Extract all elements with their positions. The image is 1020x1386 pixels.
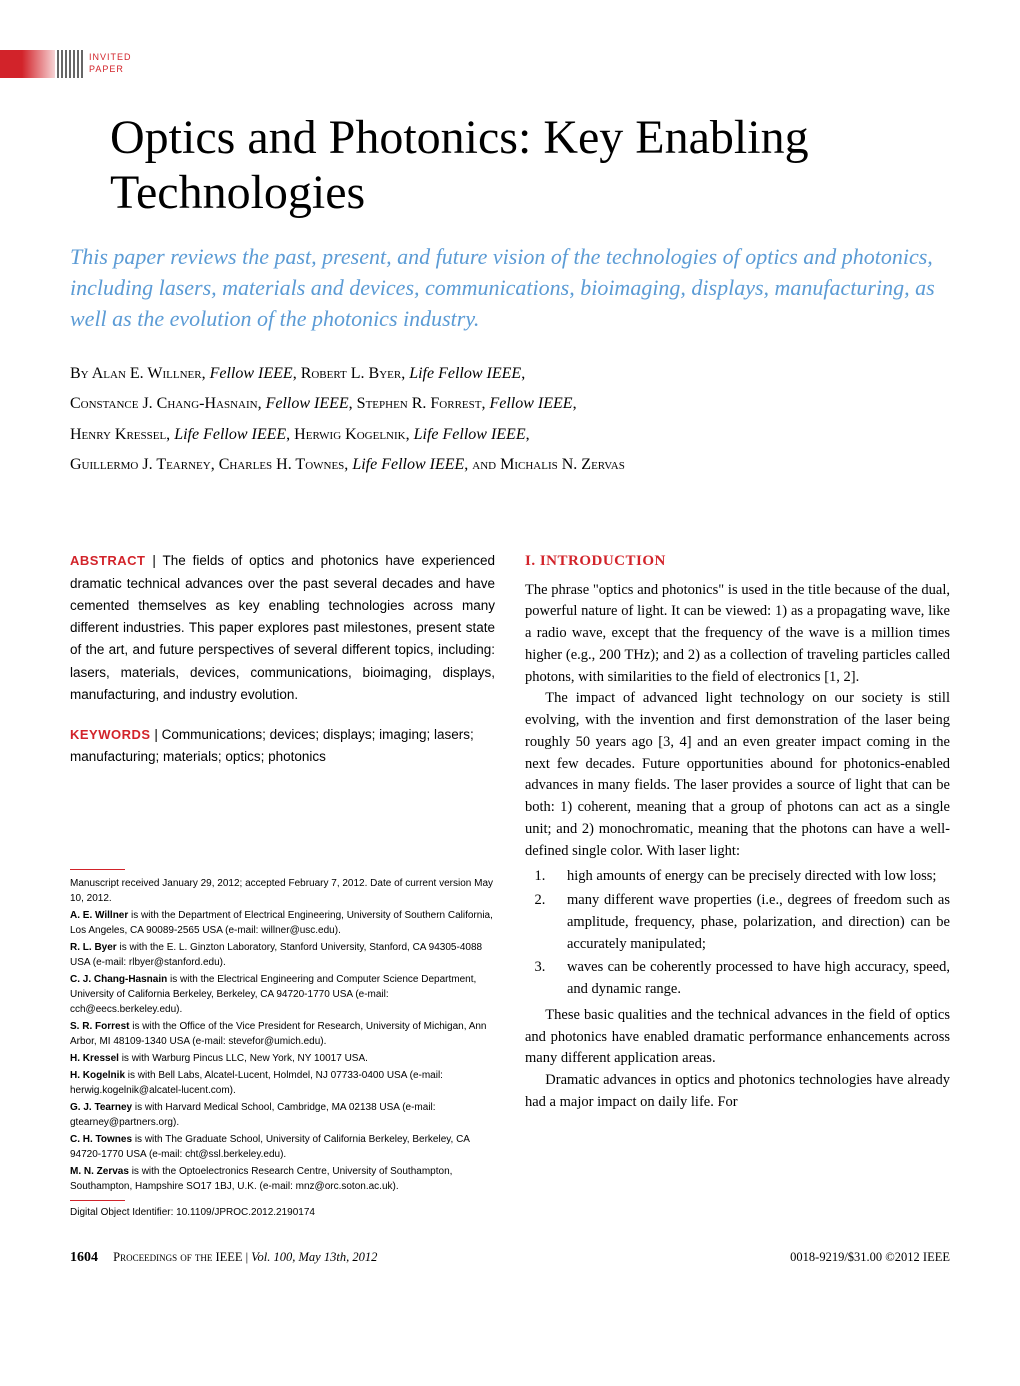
- right-column: I. INTRODUCTION The phrase "optics and p…: [525, 550, 950, 1221]
- doi-text: Digital Object Identifier: 10.1109/JPROC…: [70, 1205, 495, 1220]
- list-item: waves can be coherently processed to hav…: [549, 957, 950, 1001]
- page-number: 1604: [70, 1250, 98, 1265]
- badge-gradient: [0, 50, 55, 78]
- affil-item: R. L. Byer is with the E. L. Ginzton Lab…: [70, 940, 495, 970]
- badge-line2: PAPER: [89, 64, 132, 76]
- author-block: By Alan E. Willner, Fellow IEEE, Robert …: [70, 359, 950, 481]
- affil-item: G. J. Tearney is with Harvard Medical Sc…: [70, 1100, 495, 1130]
- doi-rule: [70, 1200, 125, 1201]
- affil-item: H. Kressel is with Warburg Pincus LLC, N…: [70, 1051, 495, 1066]
- body-text: The phrase "optics and photonics" is use…: [525, 580, 950, 1114]
- page-footer: 1604 Proceedings of the IEEE | Vol. 100,…: [70, 1250, 950, 1266]
- section-heading: I. INTRODUCTION: [525, 550, 950, 573]
- affil-list: A. E. Willner is with the Department of …: [70, 908, 495, 1194]
- affil-item: M. N. Zervas is with the Optoelectronics…: [70, 1164, 495, 1194]
- two-column-body: ABSTRACT | The fields of optics and phot…: [70, 550, 950, 1221]
- intro-p2: The impact of advanced light technology …: [525, 688, 950, 862]
- footer-left: 1604 Proceedings of the IEEE | Vol. 100,…: [70, 1250, 377, 1266]
- list-item: many different wave properties (i.e., de…: [549, 890, 950, 955]
- manuscript-info: Manuscript received January 29, 2012; ac…: [70, 876, 495, 906]
- keywords-separator: |: [154, 727, 161, 742]
- list-item: high amounts of energy can be precisely …: [549, 866, 950, 888]
- affil-item: C. J. Chang-Hasnain is with the Electric…: [70, 972, 495, 1017]
- abstract-separator: |: [152, 553, 162, 568]
- intro-p3: These basic qualities and the technical …: [525, 1005, 950, 1070]
- affil-item: H. Kogelnik is with Bell Labs, Alcatel-L…: [70, 1068, 495, 1098]
- abstract-label: ABSTRACT: [70, 553, 146, 568]
- paper-title: Optics and Photonics: Key Enabling Techn…: [110, 110, 950, 220]
- footer-copyright: 0018-9219/$31.00 ©2012 IEEE: [790, 1250, 950, 1265]
- affil-rule-top: [70, 869, 125, 870]
- intro-p1: The phrase "optics and photonics" is use…: [525, 580, 950, 689]
- affil-item: S. R. Forrest is with the Office of the …: [70, 1019, 495, 1049]
- invited-badge: INVITED PAPER: [0, 50, 132, 78]
- journal-name: Proceedings of the IEEE: [113, 1250, 242, 1264]
- affiliations-block: Manuscript received January 29, 2012; ac…: [70, 876, 495, 1220]
- intro-p4: Dramatic advances in optics and photonic…: [525, 1070, 950, 1114]
- badge-bars: [57, 50, 83, 78]
- paper-subtitle: This paper reviews the past, present, an…: [70, 242, 950, 334]
- badge-text: INVITED PAPER: [89, 52, 132, 75]
- issue-info: Vol. 100, May 13th, 2012: [251, 1250, 377, 1264]
- badge-line1: INVITED: [89, 52, 132, 64]
- keywords-block: KEYWORDS | Communications; devices; disp…: [70, 724, 495, 769]
- affil-item: A. E. Willner is with the Department of …: [70, 908, 495, 938]
- abstract-text: The fields of optics and photonics have …: [70, 553, 495, 702]
- affil-item: C. H. Townes is with The Graduate School…: [70, 1132, 495, 1162]
- left-column: ABSTRACT | The fields of optics and phot…: [70, 550, 495, 1221]
- keywords-label: KEYWORDS: [70, 727, 151, 742]
- abstract-block: ABSTRACT | The fields of optics and phot…: [70, 550, 495, 706]
- intro-list: high amounts of energy can be precisely …: [549, 866, 950, 1001]
